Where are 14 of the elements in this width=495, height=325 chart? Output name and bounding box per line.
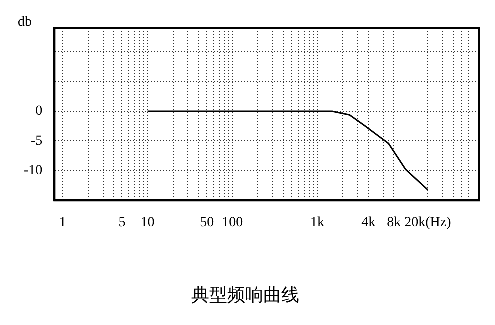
x-tick-label: 5 xyxy=(118,216,126,231)
text: 典型频响曲线 xyxy=(192,284,300,305)
x-tick-label: 8k xyxy=(387,216,402,231)
x-tick-label: 50 xyxy=(200,216,214,231)
y-tick-label: 0 xyxy=(36,104,43,120)
x-tick-label: 1k xyxy=(310,216,324,231)
y-tick-label: -10 xyxy=(24,164,43,179)
y-tick-label: -5 xyxy=(30,134,43,149)
x-tick-label: 1 xyxy=(59,216,66,231)
x-tick-label: 10 xyxy=(140,216,155,231)
x-tick-label: 4k xyxy=(362,216,376,231)
y-axis-title: db xyxy=(18,15,32,30)
x-tick-label: 20k(Hz) xyxy=(404,216,452,231)
x-tick-label: 100 xyxy=(222,216,244,231)
